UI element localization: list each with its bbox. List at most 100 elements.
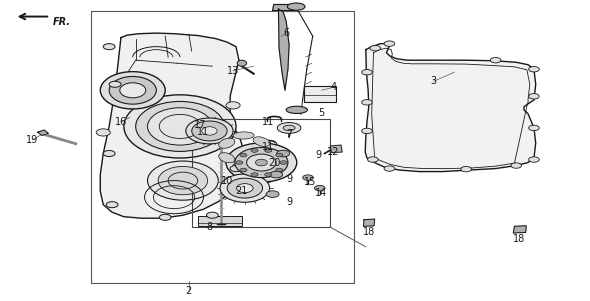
Ellipse shape <box>103 44 115 50</box>
Ellipse shape <box>106 202 118 208</box>
Text: 20: 20 <box>268 157 280 168</box>
Ellipse shape <box>277 123 301 133</box>
Ellipse shape <box>276 168 283 172</box>
Ellipse shape <box>148 161 218 200</box>
Ellipse shape <box>136 101 224 151</box>
Bar <box>91 11 354 283</box>
Ellipse shape <box>280 161 287 164</box>
Ellipse shape <box>148 108 212 145</box>
Ellipse shape <box>226 102 240 109</box>
Text: 7: 7 <box>286 129 292 139</box>
Ellipse shape <box>255 159 267 166</box>
Ellipse shape <box>461 166 471 172</box>
Ellipse shape <box>253 137 270 147</box>
Ellipse shape <box>247 154 276 171</box>
Text: 3: 3 <box>431 76 437 86</box>
Ellipse shape <box>362 70 372 75</box>
Text: 11: 11 <box>263 142 274 153</box>
Ellipse shape <box>233 132 254 139</box>
Ellipse shape <box>124 95 236 158</box>
Ellipse shape <box>314 185 325 191</box>
Text: 11: 11 <box>263 117 274 127</box>
Ellipse shape <box>226 143 297 182</box>
Ellipse shape <box>237 60 247 66</box>
Ellipse shape <box>206 212 218 218</box>
Ellipse shape <box>103 150 115 157</box>
Ellipse shape <box>276 153 283 157</box>
Ellipse shape <box>368 157 378 162</box>
Text: 15: 15 <box>304 177 316 187</box>
Polygon shape <box>513 226 526 233</box>
Polygon shape <box>38 130 48 135</box>
Ellipse shape <box>529 67 539 72</box>
Text: 5: 5 <box>319 108 324 118</box>
Ellipse shape <box>219 153 235 163</box>
Ellipse shape <box>240 168 247 172</box>
Text: 19: 19 <box>27 135 38 145</box>
Ellipse shape <box>384 166 395 171</box>
Text: 8: 8 <box>206 222 212 232</box>
Text: 2: 2 <box>186 286 192 296</box>
Text: 10: 10 <box>221 175 233 186</box>
Text: 6: 6 <box>283 28 289 38</box>
Ellipse shape <box>233 162 254 169</box>
Polygon shape <box>365 44 536 172</box>
Ellipse shape <box>237 184 253 193</box>
Text: FR.: FR. <box>53 17 71 27</box>
Bar <box>198 216 242 226</box>
Ellipse shape <box>109 76 156 104</box>
Text: 21: 21 <box>236 186 248 196</box>
Text: 9: 9 <box>316 150 322 160</box>
Ellipse shape <box>286 106 307 113</box>
Ellipse shape <box>96 129 110 136</box>
Bar <box>192 119 330 227</box>
Ellipse shape <box>303 175 313 180</box>
Text: 11: 11 <box>198 127 209 138</box>
Ellipse shape <box>186 118 233 144</box>
Text: 14: 14 <box>316 188 327 198</box>
Bar <box>304 86 336 102</box>
Polygon shape <box>278 9 289 90</box>
Ellipse shape <box>158 166 208 195</box>
Polygon shape <box>363 219 375 226</box>
Ellipse shape <box>265 149 272 152</box>
Ellipse shape <box>384 41 395 46</box>
Ellipse shape <box>202 127 217 135</box>
Ellipse shape <box>270 171 283 178</box>
Ellipse shape <box>511 163 522 168</box>
Ellipse shape <box>277 150 290 157</box>
Ellipse shape <box>236 161 243 164</box>
Ellipse shape <box>265 173 272 176</box>
Ellipse shape <box>251 149 258 152</box>
Text: 9: 9 <box>286 174 292 184</box>
Ellipse shape <box>192 121 227 141</box>
Text: 16: 16 <box>115 117 127 127</box>
Ellipse shape <box>253 154 270 164</box>
Text: 13: 13 <box>227 66 239 76</box>
Ellipse shape <box>362 128 372 134</box>
Ellipse shape <box>251 173 258 176</box>
Ellipse shape <box>283 125 295 131</box>
Text: 17: 17 <box>195 120 206 130</box>
Ellipse shape <box>120 83 146 98</box>
Text: 12: 12 <box>327 147 339 157</box>
Ellipse shape <box>529 94 539 99</box>
Ellipse shape <box>109 81 121 87</box>
Ellipse shape <box>490 57 501 63</box>
Ellipse shape <box>529 157 539 162</box>
Ellipse shape <box>159 214 171 220</box>
Ellipse shape <box>230 166 242 172</box>
Ellipse shape <box>240 153 247 157</box>
Text: 18: 18 <box>363 227 375 237</box>
Ellipse shape <box>266 191 279 197</box>
Ellipse shape <box>235 147 288 178</box>
Ellipse shape <box>370 45 381 51</box>
Text: 4: 4 <box>330 82 336 92</box>
Text: 9: 9 <box>286 197 292 207</box>
Ellipse shape <box>287 3 305 10</box>
Text: 18: 18 <box>513 234 525 244</box>
Ellipse shape <box>362 100 372 105</box>
Ellipse shape <box>227 178 263 198</box>
Ellipse shape <box>220 174 270 202</box>
Polygon shape <box>100 33 242 218</box>
